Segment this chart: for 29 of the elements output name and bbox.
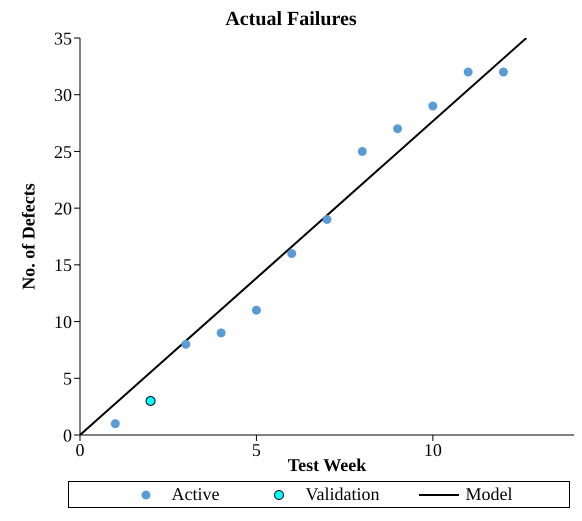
point (146, 396, 156, 406)
y-tick-label: 30 (54, 85, 72, 106)
y-tick-label: 25 (54, 142, 72, 162)
y-tick-label: 15 (54, 255, 72, 276)
point (287, 249, 296, 258)
x-axis-title: Test Week (288, 455, 366, 475)
y-tick-label: 35 (54, 28, 72, 48)
point (181, 340, 190, 349)
y-tick-label: 10 (54, 312, 72, 332)
chart-title: Actual Failures (225, 8, 357, 30)
point (252, 306, 261, 315)
x-tick-label: 10 (424, 440, 442, 460)
y-tick-label: 20 (54, 198, 72, 219)
point (428, 102, 438, 111)
y-axis-title: No. of Defects (18, 183, 38, 290)
x-tick-label: 5 (252, 440, 261, 460)
point (498, 68, 508, 77)
legend-label: Active (172, 484, 220, 505)
y-tick-label: 0 (63, 425, 72, 446)
point (358, 146, 367, 156)
point (464, 68, 473, 77)
legend-label: Model (465, 484, 512, 505)
point (110, 419, 120, 428)
point (393, 124, 402, 134)
point (216, 328, 226, 338)
point (322, 214, 332, 224)
y-tick-label: 5 (63, 368, 72, 389)
legend-label: Validation (305, 484, 380, 505)
x-tick-label: 0 (76, 440, 84, 460)
